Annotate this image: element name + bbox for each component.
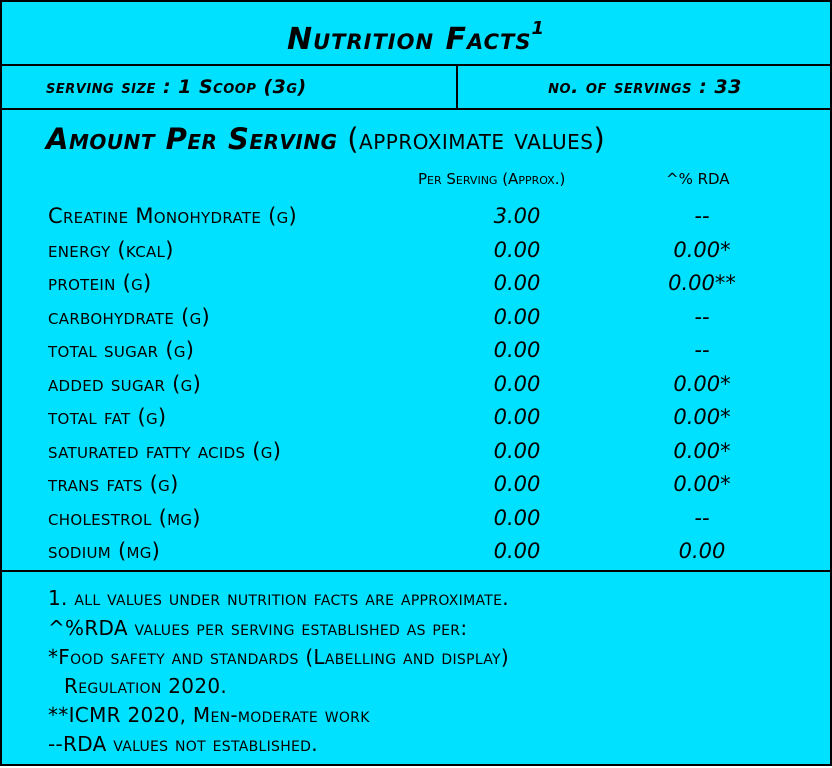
nutrient-rows: Creatine Monohydrate (g) 3.00 -- energy (k… — [2, 200, 830, 569]
aps-bold: Amount Per Serving — [46, 122, 338, 156]
footnote-line: **ICMR 2020, Men-moderate work — [48, 703, 370, 727]
nutrient-row: saturated fatty acids (g) 0.00 0.00* — [2, 435, 830, 469]
nutrient-rda: 0.00** — [668, 271, 736, 295]
footnote-line: ^%RDA values per serving established as … — [48, 616, 468, 640]
nutrient-name: protein (g) — [48, 271, 152, 295]
nutrient-row: cholestrol (mg) 0.00 -- — [2, 502, 830, 536]
nutrient-name: carbohydrate (g) — [48, 304, 211, 329]
nutrient-rda: 0.00* — [673, 237, 731, 262]
nutrient-rda: -- — [694, 304, 710, 329]
footnotes: 1. all values under nutrition facts are … — [2, 570, 830, 768]
nutrient-per-serving: 0.00 — [493, 338, 541, 362]
servings-count: no. of servings : 33 — [548, 76, 742, 98]
nutrient-name: total sugar (g) — [48, 338, 195, 362]
nutrient-name: energy (kcal) — [48, 237, 174, 262]
nutrient-rda: -- — [694, 505, 710, 530]
nutrient-row: Creatine Monohydrate (g) 3.00 -- — [2, 200, 830, 234]
footnote-line: *Food safety and standards (Labelling an… — [48, 645, 509, 669]
nutrient-per-serving: 0.00 — [493, 371, 541, 396]
amount-per-serving-heading: Amount Per Serving (approximate values) — [46, 122, 605, 156]
nutrient-per-serving: 0.00 — [493, 505, 541, 530]
nutrient-name: cholestrol (mg) — [48, 505, 201, 530]
column-header-rda: ^% RDA — [666, 170, 730, 188]
nutrient-rda: -- — [694, 204, 710, 228]
nutrient-name: trans fats (g) — [48, 472, 179, 496]
aps-rest: (approximate values) — [347, 122, 606, 156]
nutrient-rda: 0.00 — [678, 539, 726, 563]
nutrient-row: total fat (g) 0.00 0.00* — [2, 401, 830, 435]
column-header-per-serving: Per Serving (Approx.) — [418, 170, 566, 188]
nutrient-row: total sugar (g) 0.00 -- — [2, 334, 830, 368]
serving-size: serving size : 1 Scoop (3g) — [2, 66, 458, 108]
nutrient-per-serving: 0.00 — [493, 405, 541, 429]
nutrient-row: trans fats (g) 0.00 0.00* — [2, 468, 830, 502]
footnote-line: --RDA values not established. — [48, 732, 318, 756]
footnote-line: Regulation 2020. — [64, 674, 228, 698]
nutrient-rda: 0.00* — [673, 371, 731, 396]
nutrient-per-serving: 3.00 — [493, 204, 541, 228]
title-text: Nutrition Facts — [287, 22, 532, 57]
nutrient-row: added sugar (g) 0.00 0.00* — [2, 368, 830, 402]
nutrient-rda: -- — [694, 338, 710, 362]
nutrient-per-serving: 0.00 — [493, 304, 541, 329]
nutrient-row: energy (kcal) 0.00 0.00* — [2, 234, 830, 268]
nutrient-per-serving: 0.00 — [493, 472, 541, 496]
footnote-line: 1. all values under nutrition facts are … — [48, 586, 509, 610]
serving-row: serving size : 1 Scoop (3g) no. of servi… — [2, 66, 830, 110]
nutrient-name: saturated fatty acids (g) — [48, 438, 282, 463]
nutrient-per-serving: 0.00 — [493, 271, 541, 295]
nutrient-per-serving: 0.00 — [493, 237, 541, 262]
title: Nutrition Facts1 — [2, 2, 830, 66]
nutrient-per-serving: 0.00 — [493, 438, 541, 463]
nutrient-row: protein (g) 0.00 0.00** — [2, 267, 830, 301]
nutrient-name: total fat (g) — [48, 405, 167, 429]
nutrient-rda: 0.00* — [673, 405, 731, 429]
nutrient-name: Creatine Monohydrate (g) — [48, 204, 297, 228]
nutrient-name: sodium (mg) — [48, 539, 161, 563]
nutrient-name: added sugar (g) — [48, 371, 202, 396]
nutrient-rda: 0.00* — [673, 438, 731, 463]
nutrient-per-serving: 0.00 — [493, 539, 541, 563]
nutrient-row: sodium (mg) 0.00 0.00 — [2, 535, 830, 569]
nutrient-rda: 0.00* — [673, 472, 731, 496]
nutrient-row: carbohydrate (g) 0.00 -- — [2, 301, 830, 335]
title-footnote-mark: 1 — [531, 18, 545, 39]
